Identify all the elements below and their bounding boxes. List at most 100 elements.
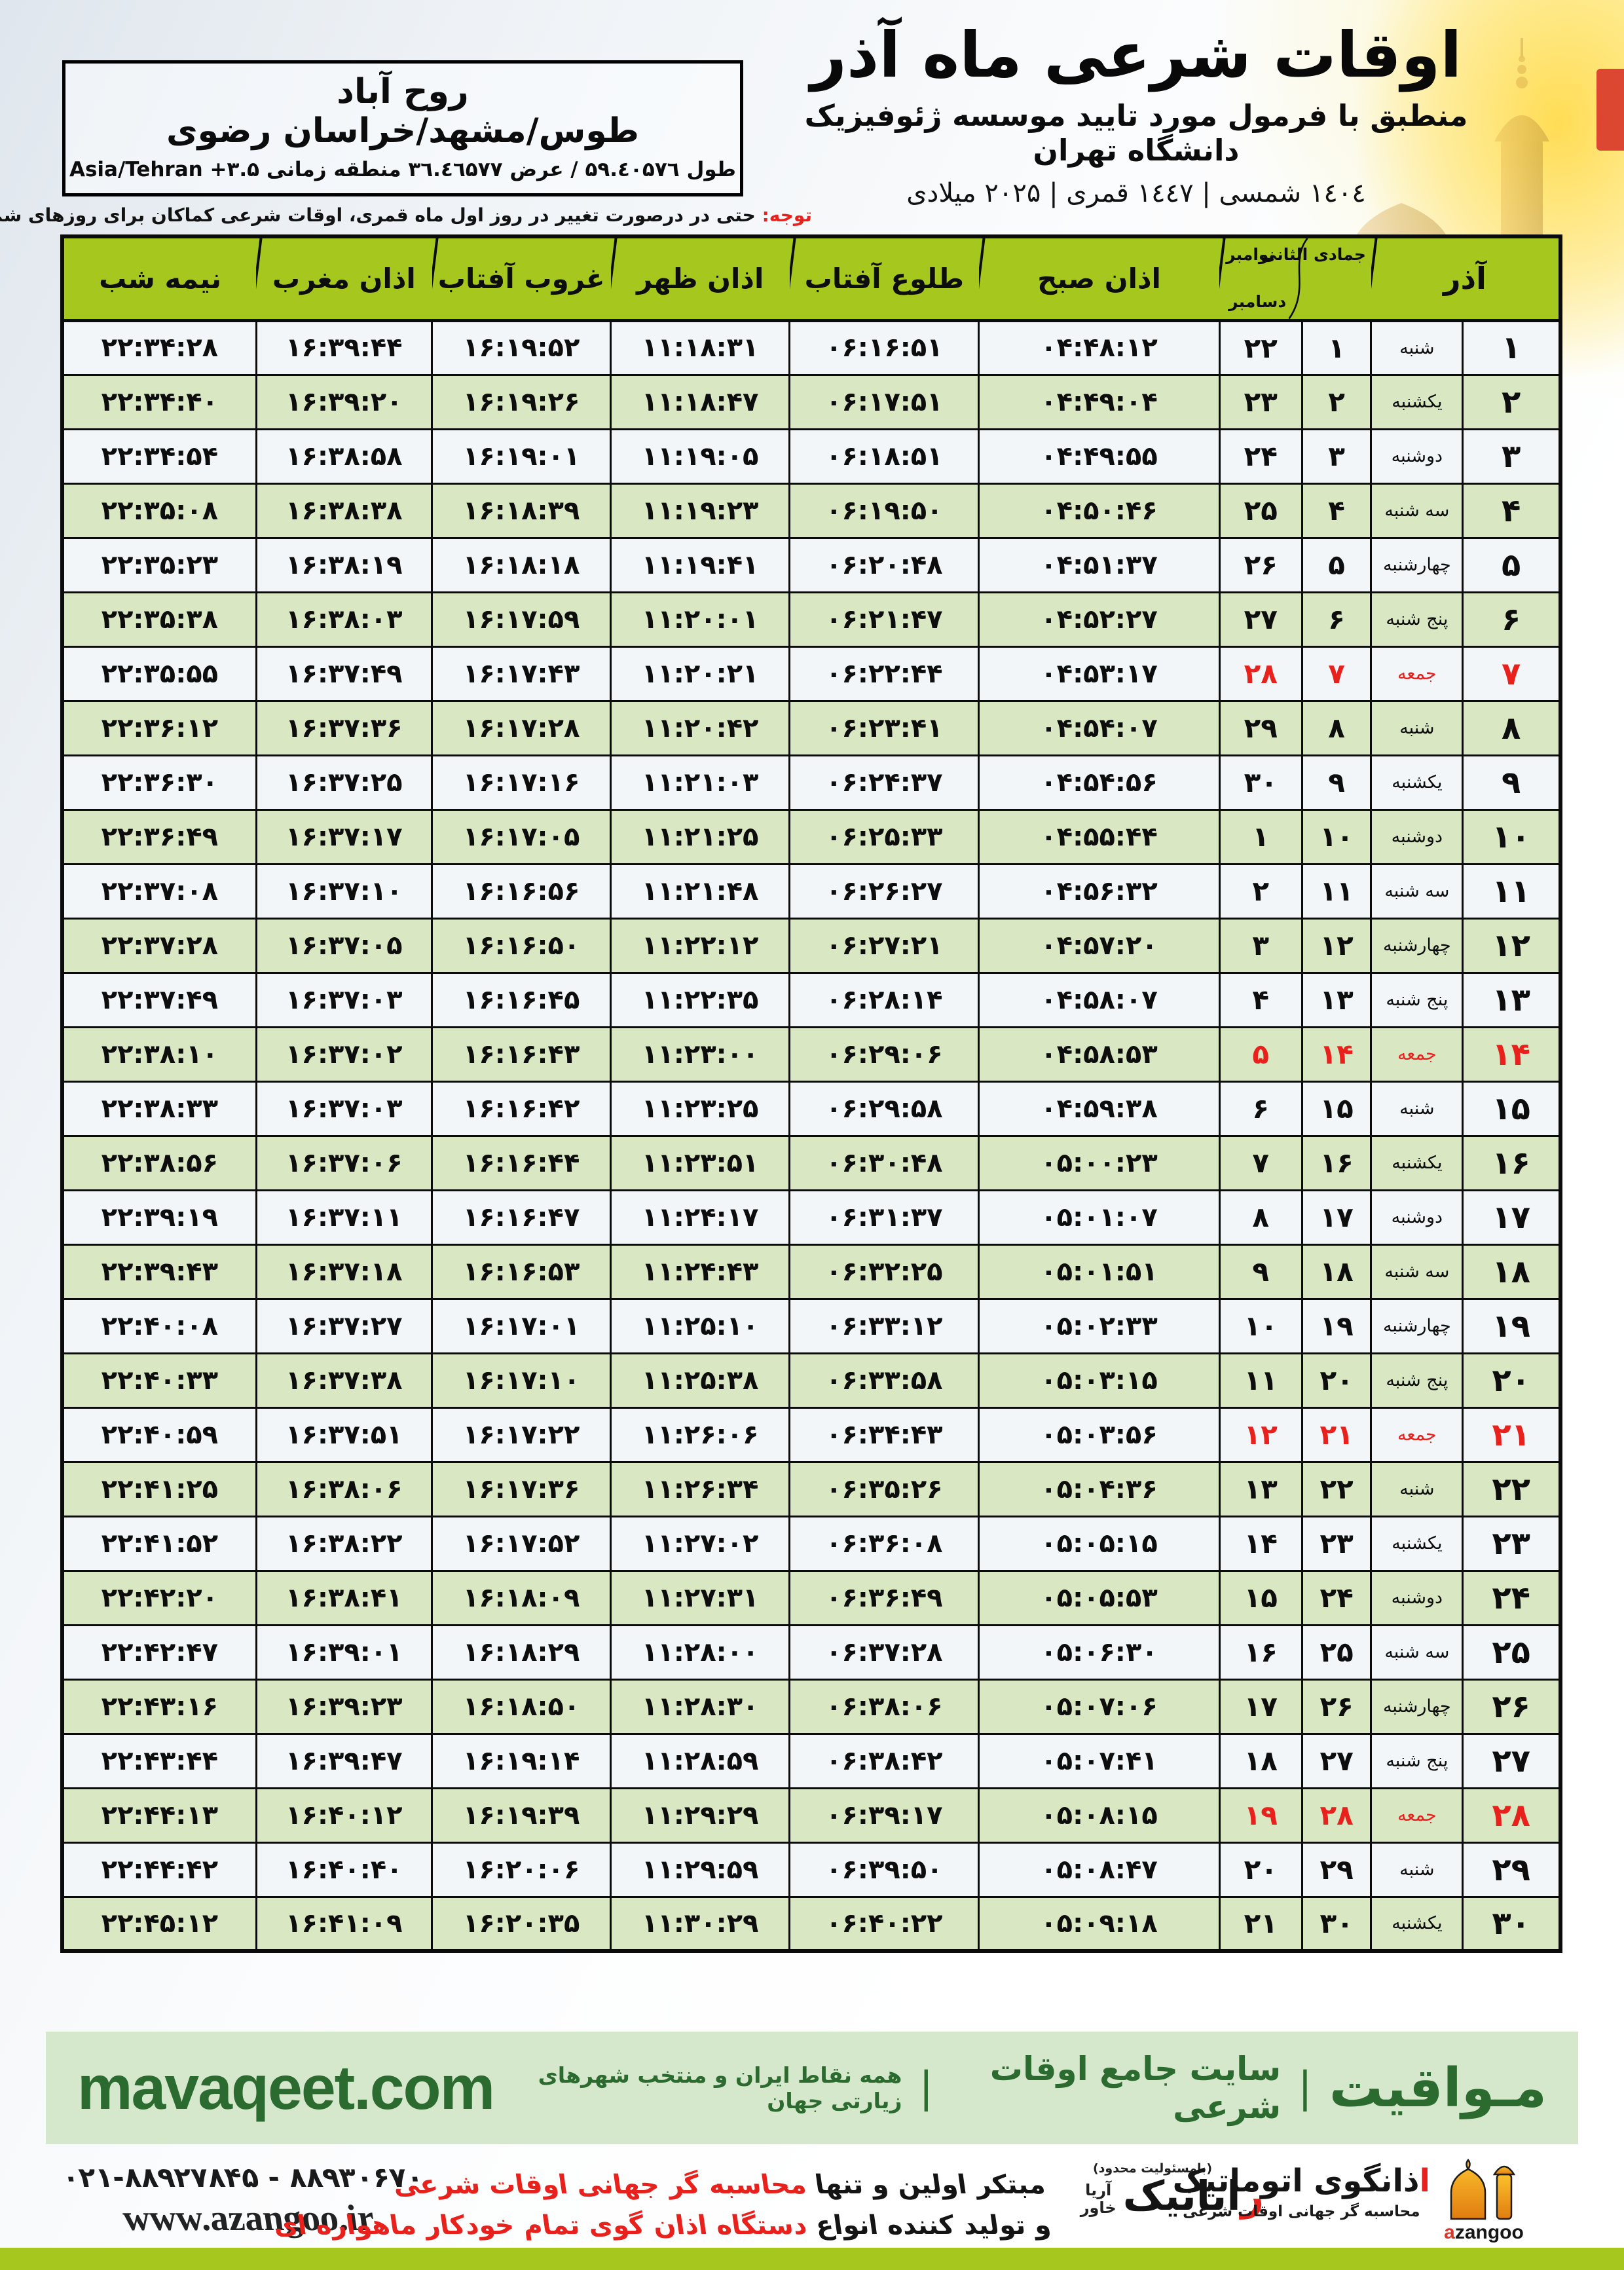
azangoo-subtitle: محاسبه گر جهانی اوقات شرعی xyxy=(1183,2203,1420,2220)
gregorian-day-cell: ۶ xyxy=(1218,1080,1303,1137)
sunset-time-cell: ۱۶:۱۸:۱۸ xyxy=(431,536,612,593)
midnight-time-cell: ۲۲:۳۶:۳۰ xyxy=(61,754,257,811)
midnight-time-cell: ۲۲:۴۲:۴۷ xyxy=(61,1624,257,1681)
weekday-cell: جمعه xyxy=(1370,1787,1464,1844)
azangoo-title-red: ا xyxy=(1419,2163,1430,2199)
dhuhr-time-cell: ۱۱:۲۵:۱۰ xyxy=(610,1297,791,1354)
table-row: ۱۲ چهارشنبه ۱۲ ۳ ۰۴:۵۷:۲۰ ۰۶:۲۷:۲۱ ۱۱:۲۲… xyxy=(61,917,1562,974)
weekday-cell: پنج شنبه xyxy=(1370,591,1464,648)
gregorian-day-cell: ۸ xyxy=(1218,1189,1303,1246)
fajr-time-cell: ۰۴:۵۳:۱۷ xyxy=(978,645,1221,702)
weekday-cell: شنبه xyxy=(1370,319,1464,376)
weekday-cell: دوشنبه xyxy=(1370,428,1464,485)
table-row: ۸ شنبه ۸ ۲۹ ۰۴:۵۴:۰۷ ۰۶:۲۳:۴۱ ۱۱:۲۰:۴۲ ۱… xyxy=(61,699,1562,756)
dhuhr-time-cell: ۱۱:۲۹:۲۹ xyxy=(610,1787,791,1844)
table-row: ۲۹ شنبه ۲۹ ۲۰ ۰۵:۰۸:۴۷ ۰۶:۳۹:۵۰ ۱۱:۲۹:۵۹… xyxy=(61,1841,1562,1898)
azar-day-cell: ۱۵ xyxy=(1462,1080,1562,1137)
sunrise-time-cell: ۰۶:۳۲:۲۵ xyxy=(788,1243,980,1300)
sunrise-time-cell: ۰۶:۳۸:۴۲ xyxy=(788,1732,980,1789)
dhuhr-time-cell: ۱۱:۲۷:۳۱ xyxy=(610,1569,791,1626)
midnight-time-cell: ۲۲:۳۸:۱۰ xyxy=(61,1026,257,1083)
maghrib-time-cell: ۱۶:۳۷:۲۷ xyxy=(255,1297,434,1354)
azar-day-cell: ۱۴ xyxy=(1462,1026,1562,1083)
gregorian-day-cell: ۳۰ xyxy=(1218,754,1303,811)
fajr-time-cell: ۰۴:۴۹:۰۴ xyxy=(978,373,1221,430)
gregorian-day-cell: ۲۲ xyxy=(1218,319,1303,376)
prayer-table-wrap: آذر جمادی الثانی نوامبر دسامبر اذان صبح … xyxy=(60,234,1562,1953)
midnight-time-cell: ۲۲:۴۲:۲۰ xyxy=(61,1569,257,1626)
sunrise-time-cell: ۰۶:۱۶:۵۱ xyxy=(788,319,980,376)
azar-day-cell: ۷ xyxy=(1462,645,1562,702)
azangoo-latin-red: a xyxy=(1444,2222,1455,2243)
azar-day-cell: ۲۹ xyxy=(1462,1841,1562,1898)
sunset-time-cell: ۱۶:۱۶:۴۵ xyxy=(431,971,612,1028)
fajr-time-cell: ۰۴:۵۱:۳۷ xyxy=(978,536,1221,593)
weekday-cell: جمعه xyxy=(1370,1406,1464,1463)
azar-day-cell: ۲۴ xyxy=(1462,1569,1562,1626)
page-subtitle: منطبق با فرمول مورد تایید موسسه ژئوفیزیک… xyxy=(804,98,1468,168)
notice-label: توجه: xyxy=(762,204,812,226)
prayer-table-body: ۱ شنبه ۱ ۲۲ ۰۴:۴۸:۱۲ ۰۶:۱۶:۵۱ ۱۱:۱۸:۳۱ ۱… xyxy=(61,319,1562,1952)
weekday-cell: سه شنبه xyxy=(1370,863,1464,920)
azar-day-cell: ۹ xyxy=(1462,754,1562,811)
weekday-cell: چهارشنبه xyxy=(1370,917,1464,974)
jumada-day-cell: ۲۶ xyxy=(1301,1678,1373,1735)
gregorian-day-cell: ۲۴ xyxy=(1218,428,1303,485)
maghrib-time-cell: ۱۶:۳۸:۱۹ xyxy=(255,536,434,593)
table-row: ۲۸ جمعه ۲۸ ۱۹ ۰۵:۰۸:۱۵ ۰۶:۳۹:۱۷ ۱۱:۲۹:۲۹… xyxy=(61,1787,1562,1844)
jumada-day-cell: ۱۲ xyxy=(1301,917,1373,974)
jumada-day-cell: ۲۸ xyxy=(1301,1787,1373,1844)
maghrib-time-cell: ۱۶:۳۸:۲۲ xyxy=(255,1515,434,1572)
dhuhr-time-cell: ۱۱:۲۸:۳۰ xyxy=(610,1678,791,1735)
table-row: ۲۵ سه شنبه ۲۵ ۱۶ ۰۵:۰۶:۳۰ ۰۶:۳۷:۲۸ ۱۱:۲۸… xyxy=(61,1624,1562,1681)
sunset-time-cell: ۱۶:۱۸:۵۰ xyxy=(431,1678,612,1735)
promo1-black: مبتکر اولین و تنها xyxy=(803,2170,1047,2200)
jumada-day-cell: ۲۲ xyxy=(1301,1461,1373,1517)
table-row: ۲۳ یکشنبه ۲۳ ۱۴ ۰۵:۰۵:۱۵ ۰۶:۳۶:۰۸ ۱۱:۲۷:… xyxy=(61,1515,1562,1572)
midnight-time-cell: ۲۲:۴۳:۴۴ xyxy=(61,1732,257,1789)
header-jumada-gregorian: جمادی الثانی نوامبر دسامبر xyxy=(1219,236,1371,322)
promo1-red: محاسبه گر جهانی اوقات شرعی xyxy=(391,2170,809,2200)
maghrib-time-cell: ۱۶:۳۷:۰۵ xyxy=(255,917,434,974)
sunrise-time-cell: ۰۶:۳۵:۲۶ xyxy=(788,1461,980,1517)
azar-day-cell: ۲ xyxy=(1462,373,1562,430)
gregorian-day-cell: ۲۸ xyxy=(1218,645,1303,702)
sunrise-time-cell: ۰۶:۲۶:۲۷ xyxy=(788,863,980,920)
promo2-black: و تولید کننده انواع xyxy=(804,2210,1053,2241)
weekday-cell: سه شنبه xyxy=(1370,1243,1464,1300)
azar-day-cell: ۱۶ xyxy=(1462,1134,1562,1191)
weekday-cell: یکشنبه xyxy=(1370,1895,1464,1952)
maghrib-time-cell: ۱۶:۳۸:۴۱ xyxy=(255,1569,434,1626)
azar-day-cell: ۲۵ xyxy=(1462,1624,1562,1681)
dhuhr-time-cell: ۱۱:۲۸:۰۰ xyxy=(610,1624,791,1681)
midnight-time-cell: ۲۲:۳۵:۰۸ xyxy=(61,482,257,539)
jumada-day-cell: ۲۱ xyxy=(1301,1406,1373,1463)
jumada-day-cell: ۱۵ xyxy=(1301,1080,1373,1137)
midnight-time-cell: ۲۲:۳۴:۲۸ xyxy=(61,319,257,376)
azar-day-cell: ۲۲ xyxy=(1462,1461,1562,1517)
table-row: ۳ دوشنبه ۳ ۲۴ ۰۴:۴۹:۵۵ ۰۶:۱۸:۵۱ ۱۱:۱۹:۰۵… xyxy=(61,428,1562,485)
sunset-time-cell: ۱۶:۱۹:۲۶ xyxy=(431,373,612,430)
azar-day-cell: ۲۶ xyxy=(1462,1678,1562,1735)
sunset-time-cell: ۱۶:۱۶:۴۷ xyxy=(431,1189,612,1246)
midnight-time-cell: ۲۲:۳۴:۵۴ xyxy=(61,428,257,485)
gregorian-day-cell: ۱۶ xyxy=(1218,1624,1303,1681)
weekday-cell: پنج شنبه xyxy=(1370,1732,1464,1789)
fajr-time-cell: ۰۵:۰۰:۲۳ xyxy=(978,1134,1221,1191)
midnight-time-cell: ۲۲:۳۶:۴۹ xyxy=(61,808,257,865)
dhuhr-time-cell: ۱۱:۲۲:۱۲ xyxy=(610,917,791,974)
fajr-time-cell: ۰۴:۵۴:۰۷ xyxy=(978,699,1221,756)
azar-day-cell: ۳۰ xyxy=(1462,1895,1562,1952)
sunset-time-cell: ۱۶:۱۶:۵۰ xyxy=(431,917,612,974)
location-region: طوس/مشهد/خراسان رضوی xyxy=(166,111,640,151)
sunrise-time-cell: ۰۶:۲۹:۵۸ xyxy=(788,1080,980,1137)
dhuhr-time-cell: ۱۱:۲۱:۲۵ xyxy=(610,808,791,865)
weekday-cell: شنبه xyxy=(1370,1080,1464,1137)
rayanik-name: رایانیک xyxy=(1123,2176,1264,2216)
sunset-time-cell: ۱۶:۱۹:۱۴ xyxy=(431,1732,612,1789)
midnight-time-cell: ۲۲:۴۴:۴۲ xyxy=(61,1841,257,1898)
red-flag-detail xyxy=(1596,69,1624,151)
rayanik-name-rest: ایانیک xyxy=(1122,2172,1241,2220)
jumada-day-cell: ۲۵ xyxy=(1301,1624,1373,1681)
